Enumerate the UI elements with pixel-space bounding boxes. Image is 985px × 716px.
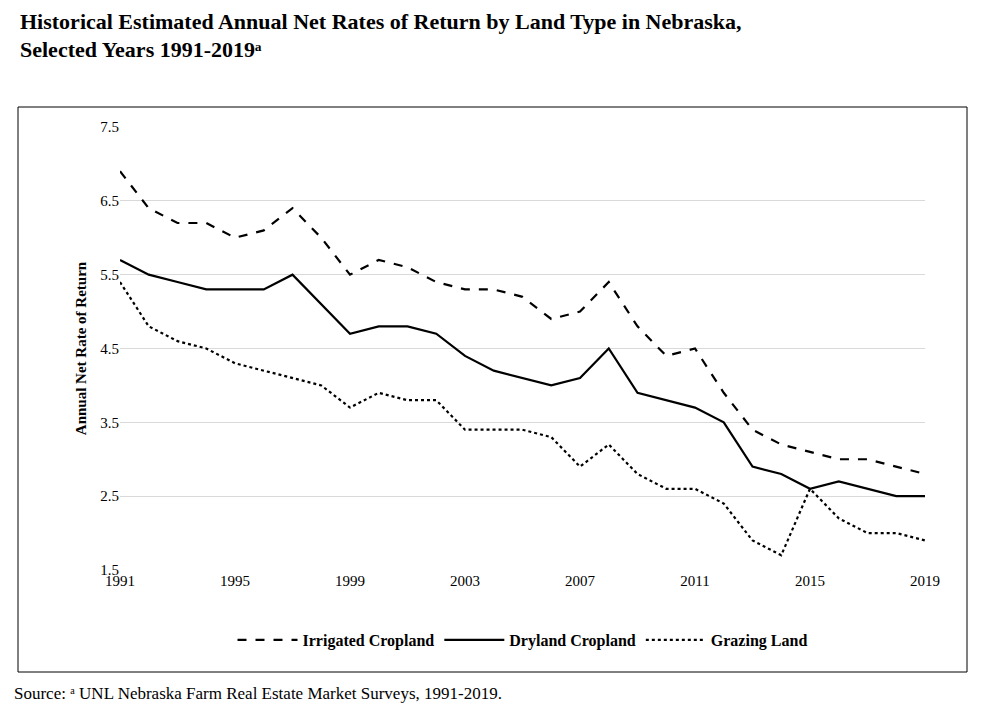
svg-text:2007: 2007 bbox=[565, 573, 596, 589]
svg-text:Dryland Cropland: Dryland Cropland bbox=[509, 632, 636, 650]
svg-text:7.5: 7.5 bbox=[100, 119, 119, 135]
svg-text:4.5: 4.5 bbox=[100, 341, 119, 357]
svg-text:Grazing Land: Grazing Land bbox=[711, 632, 808, 650]
svg-text:1995: 1995 bbox=[220, 573, 250, 589]
svg-text:2019: 2019 bbox=[910, 573, 940, 589]
svg-text:1.5: 1.5 bbox=[100, 562, 119, 578]
svg-text:Historical Estimated Annual Ne: Historical Estimated Annual Net Rates of… bbox=[20, 9, 742, 63]
svg-text:1999: 1999 bbox=[335, 573, 365, 589]
svg-text:Source: ᵃ UNL Nebraska Farm Re: Source: ᵃ UNL Nebraska Farm Real Estate … bbox=[14, 684, 502, 703]
svg-text:5.5: 5.5 bbox=[100, 267, 119, 283]
svg-text:3.5: 3.5 bbox=[100, 415, 119, 431]
svg-text:Irrigated Cropland: Irrigated Cropland bbox=[303, 632, 435, 650]
svg-text:6.5: 6.5 bbox=[100, 193, 119, 209]
svg-text:2003: 2003 bbox=[450, 573, 480, 589]
svg-text:1991: 1991 bbox=[105, 573, 135, 589]
svg-text:2015: 2015 bbox=[795, 573, 825, 589]
svg-text:Annual Net Rate of Return: Annual Net Rate of Return bbox=[73, 261, 89, 435]
svg-text:2.5: 2.5 bbox=[100, 488, 119, 504]
svg-text:2011: 2011 bbox=[680, 573, 709, 589]
